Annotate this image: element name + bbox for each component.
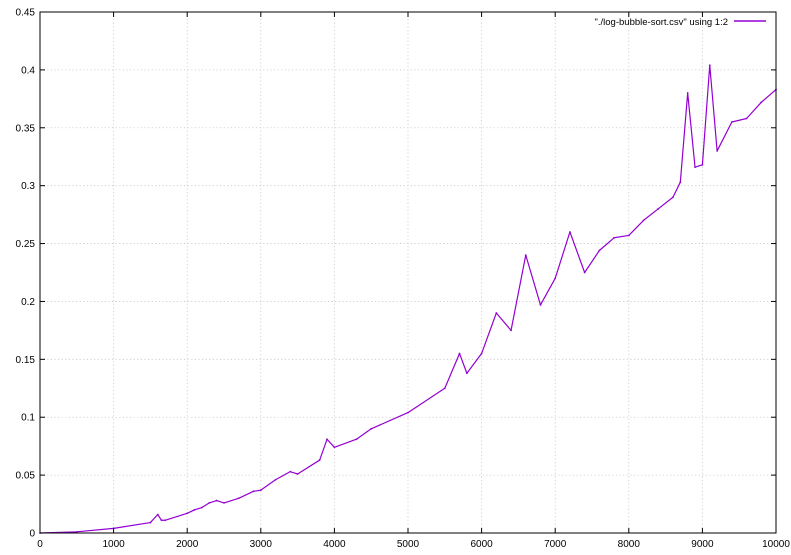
series-point xyxy=(252,490,255,493)
series-point xyxy=(480,352,483,355)
x-tick-label: 8000 xyxy=(618,539,641,550)
y-tick-label: 0.45 xyxy=(16,8,36,19)
y-tick-label: 0.15 xyxy=(16,355,36,366)
series-point xyxy=(598,249,601,252)
x-tick-label: 6000 xyxy=(470,539,493,550)
series-point xyxy=(289,470,292,473)
series-point xyxy=(495,312,498,314)
series-point xyxy=(539,304,542,306)
series-point xyxy=(237,497,240,500)
series-point xyxy=(613,236,615,239)
series-point xyxy=(443,387,446,390)
y-tick-label: 0.1 xyxy=(21,413,35,424)
y-tick-label: 0.4 xyxy=(21,65,35,76)
x-tick-label: 2000 xyxy=(176,539,199,550)
series-point xyxy=(642,219,645,222)
series-point xyxy=(156,513,159,516)
series-point xyxy=(569,231,571,233)
series-point xyxy=(208,502,211,504)
series-point xyxy=(370,427,373,430)
series-point xyxy=(186,512,189,515)
y-tick-label: 0 xyxy=(29,529,35,540)
series-point xyxy=(274,478,277,481)
tick-layer xyxy=(39,11,777,534)
x-tick-label: 1000 xyxy=(102,539,125,550)
y-tick-label: 0.3 xyxy=(21,181,35,192)
series-point xyxy=(701,163,704,166)
x-tick-label: 7000 xyxy=(544,539,567,550)
series-point xyxy=(259,489,262,492)
series-point xyxy=(318,459,321,461)
series-point xyxy=(686,92,689,94)
series-point xyxy=(694,166,696,169)
series-point xyxy=(333,446,336,449)
series-point xyxy=(149,521,152,524)
series-point xyxy=(458,352,461,355)
series-point xyxy=(193,508,196,511)
y-tick-label: 0.2 xyxy=(21,297,35,308)
y-tick-label: 0.25 xyxy=(16,239,36,250)
series-point xyxy=(407,411,409,414)
series-point xyxy=(201,506,203,509)
y-tick-label: 0.35 xyxy=(16,123,36,134)
legend: "./log-bubble-sort.csv" using 1:2 xyxy=(595,17,766,28)
series-point xyxy=(355,438,358,441)
series-point xyxy=(164,519,167,522)
y-tick-label: 0.05 xyxy=(16,471,36,482)
series-point xyxy=(465,372,468,375)
series-point xyxy=(223,502,225,504)
series-line xyxy=(39,64,777,534)
series-point xyxy=(760,101,763,104)
x-tick-labels: 0 1000 2000 3000 4000 5000 6000 7000 8000 9000 100… xyxy=(37,539,790,550)
series-point xyxy=(75,530,78,533)
series-point xyxy=(730,121,733,123)
series-point xyxy=(745,117,748,120)
series-point xyxy=(215,499,218,502)
x-tick-label: 9000 xyxy=(691,539,714,550)
series-point xyxy=(160,519,163,522)
series-point xyxy=(296,473,299,475)
x-tick-label: 4000 xyxy=(323,539,346,550)
series-point xyxy=(708,64,711,67)
series-point xyxy=(524,254,527,257)
legend-label: "./log-bubble-sort.csv" using 1:2 xyxy=(595,17,728,28)
x-tick-label: 3000 xyxy=(250,539,273,550)
grid-layer xyxy=(40,12,776,533)
series-point xyxy=(657,207,660,210)
series-point xyxy=(510,329,512,332)
series-point xyxy=(627,234,630,237)
series-point xyxy=(672,196,674,199)
x-tick-label: 0 xyxy=(37,539,43,550)
series-layer xyxy=(39,64,777,534)
y-tick-labels: 0 0.05 0.1 0.15 0.2 0.25 0.3 0.35 0.4 0.45 xyxy=(16,8,36,540)
series-point xyxy=(326,438,328,441)
series-point xyxy=(716,150,719,152)
series-point xyxy=(679,181,682,184)
x-tick-label: 10000 xyxy=(762,539,790,550)
series-point xyxy=(583,271,586,274)
series-point xyxy=(554,277,557,280)
x-tick-label: 5000 xyxy=(397,539,420,550)
